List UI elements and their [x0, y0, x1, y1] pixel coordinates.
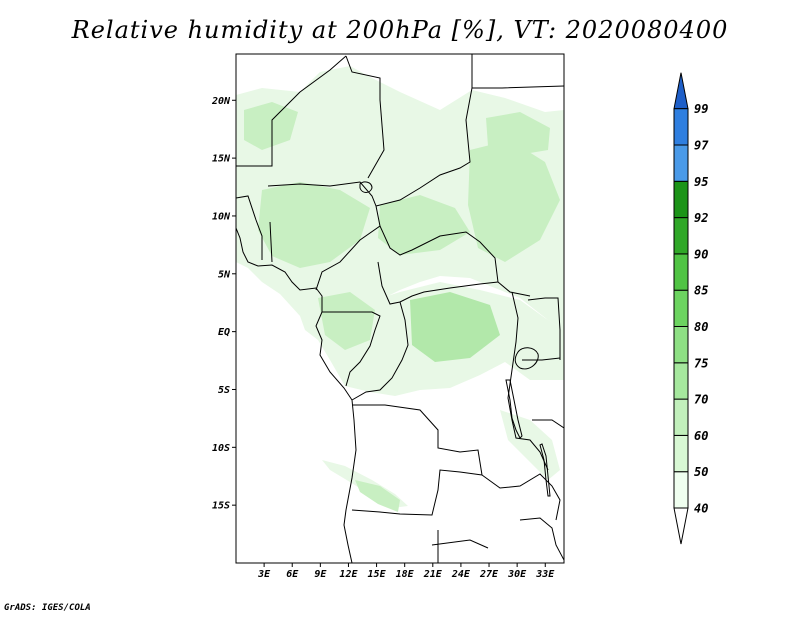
border-uganda-kenya [527, 297, 561, 360]
humidity-patch-gabon [318, 292, 375, 350]
colorbar-label: 90 [694, 247, 708, 261]
border-namibia-botswana [431, 530, 489, 563]
humidity-field [236, 66, 564, 512]
colorbar-label: 80 [694, 320, 708, 334]
country-borders [236, 54, 564, 563]
border-drc-east [507, 291, 549, 471]
lon-tick-label: 30E [507, 569, 527, 580]
colorbar-swatch [673, 434, 689, 473]
colorbar-label: 40 [694, 502, 708, 516]
lake-tanganyika [505, 379, 523, 439]
colorbar-label: 75 [694, 356, 708, 370]
lon-tick-label: 6E [286, 569, 299, 580]
border-zambia [481, 473, 561, 521]
colorbar-label: 97 [694, 139, 709, 153]
lon-tick-label: 21E [423, 569, 443, 580]
colorbar-label: 95 [694, 175, 708, 189]
border-niger-nigeria [267, 181, 377, 207]
border-mozambique [519, 517, 564, 561]
lat-tick-label: 10N [212, 211, 231, 222]
map-frame [235, 53, 565, 564]
border-cameroon-gabon [322, 311, 381, 387]
colorbar-swatch [673, 108, 689, 146]
longitude-axis: 3E 6E 9E 12E 15E 18E 21E 24E 27E 30E 33E [257, 563, 555, 580]
grads-credit: GrADS: IGES/COLA [4, 603, 91, 613]
humidity-patch-north-east [486, 112, 550, 156]
colorbar-swatch [673, 217, 689, 255]
border-mauritania-mali [236, 55, 347, 167]
lat-tick-label: 10S [212, 443, 230, 454]
lon-tick-label: 9E [314, 569, 327, 580]
lat-tick-label: 15S [212, 501, 230, 512]
lat-tick-label: 20N [211, 96, 231, 107]
lon-tick-label: 3E [257, 569, 271, 580]
border-tanzania [522, 357, 564, 429]
border-nigeria-cameroon [315, 205, 381, 291]
colorbar-label: 60 [694, 429, 708, 443]
lat-tick-label: EQ [218, 327, 230, 338]
coastline-west-africa [236, 227, 357, 563]
border-mali-algeria [345, 55, 385, 179]
lon-tick-label: 27E [479, 569, 499, 580]
lat-tick-label: 5N [218, 269, 231, 280]
lat-tick-label: 15N [212, 154, 231, 165]
humidity-patch-east [468, 140, 560, 262]
colorbar-label: 99 [694, 102, 708, 116]
colorbar-bottom-arrow [673, 507, 689, 545]
humidity-patch-west [258, 182, 370, 268]
colorbar-swatch [673, 144, 689, 182]
border-drc-west [351, 301, 409, 401]
humidity-patch-north-west [244, 102, 298, 150]
humidity-patch-congo [410, 292, 500, 362]
plot-title: Relative humidity at 200hPa [%], VT: 202… [71, 16, 729, 44]
lake-chad [359, 181, 373, 193]
colorbar-swatch [673, 398, 689, 436]
colorbar-swatch [673, 289, 689, 328]
lat-tick-label: 5S [218, 385, 230, 396]
colorbar-swatch [673, 253, 689, 291]
border-sudan-ethiopia [472, 85, 564, 89]
colorbar-label: 92 [694, 211, 708, 225]
lon-tick-label: 12E [339, 569, 358, 580]
lake-malawi [539, 443, 551, 497]
colorbar-label: 50 [694, 465, 708, 479]
lake-victoria [514, 347, 539, 370]
border-ghana-togo [236, 195, 273, 263]
humidity-band-angola-2 [355, 480, 400, 512]
lon-tick-label: 24E [451, 569, 471, 580]
colorbar-swatch [673, 471, 689, 509]
colorbar-swatch [673, 362, 689, 400]
lon-tick-label: 15E [368, 569, 387, 580]
border-angola-north [352, 404, 483, 476]
border-car-congo [377, 261, 499, 305]
colorbar-swatch [673, 180, 689, 219]
border-angola-south [351, 469, 483, 516]
lon-tick-label: 18E [396, 569, 415, 580]
colorbar-swatch [673, 326, 689, 364]
lon-tick-label: 33E [535, 569, 555, 580]
humidity-patch-sahel [378, 195, 470, 255]
border-chad-sudan [375, 54, 473, 207]
colorbar: 40 50 60 70 75 80 85 90 92 95 97 99 [673, 72, 709, 545]
border-cameroon-car [379, 225, 531, 297]
latitude-axis: 20N 15N 10N 5N EQ 5S 10S 15S [211, 96, 236, 512]
colorbar-label: 70 [694, 393, 708, 407]
colorbar-label: 85 [694, 284, 708, 298]
colorbar-top-arrow [673, 72, 689, 110]
